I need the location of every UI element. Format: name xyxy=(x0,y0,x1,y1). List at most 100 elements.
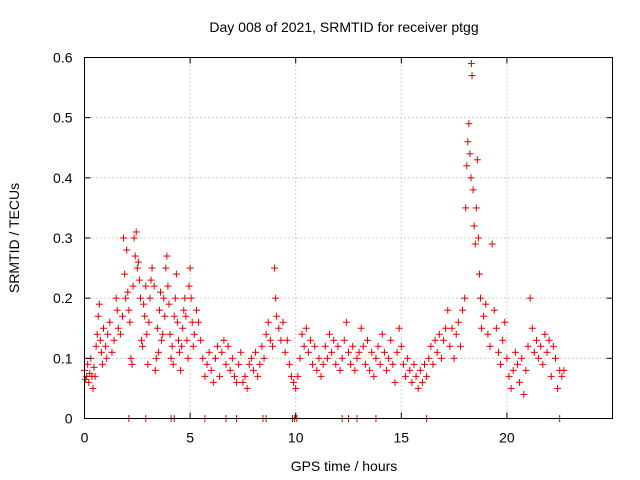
data-point xyxy=(465,120,473,128)
y-tick-label: 0 xyxy=(65,411,73,427)
data-point xyxy=(216,372,224,380)
data-point xyxy=(473,156,481,164)
data-point xyxy=(355,348,363,356)
data-point xyxy=(186,264,194,272)
data-point xyxy=(467,174,475,182)
data-point xyxy=(125,306,133,314)
data-point xyxy=(522,366,530,374)
data-point xyxy=(526,294,534,302)
data-point xyxy=(113,306,121,314)
data-point xyxy=(507,384,515,392)
data-point xyxy=(486,342,494,350)
data-point xyxy=(418,378,426,386)
data-point xyxy=(364,336,372,344)
data-point xyxy=(108,348,116,356)
data-point xyxy=(114,324,122,332)
data-point xyxy=(190,330,198,338)
data-point xyxy=(541,330,549,338)
data-point xyxy=(192,306,200,314)
data-point xyxy=(165,300,173,308)
data-point xyxy=(345,348,352,356)
x-tick-label: 10 xyxy=(288,430,304,446)
data-point xyxy=(281,348,289,356)
data-point xyxy=(120,234,128,242)
data-point xyxy=(139,342,147,350)
data-point xyxy=(370,372,378,380)
data-point xyxy=(505,372,513,380)
data-point xyxy=(157,288,165,296)
data-point xyxy=(178,342,186,350)
data-point xyxy=(143,330,151,338)
data-point xyxy=(222,360,230,368)
data-point xyxy=(241,372,249,380)
data-point xyxy=(82,375,90,383)
data-point xyxy=(159,330,167,338)
data-point xyxy=(454,318,462,326)
data-point xyxy=(243,384,251,392)
data-point xyxy=(102,342,110,350)
data-point xyxy=(197,336,205,344)
data-point xyxy=(228,354,236,362)
data-point xyxy=(499,336,507,344)
data-point xyxy=(273,312,281,320)
data-point xyxy=(376,360,384,368)
data-point xyxy=(260,354,268,362)
data-point xyxy=(131,252,139,260)
data-point xyxy=(374,342,382,350)
data-point xyxy=(112,294,120,302)
x-tick-label: 20 xyxy=(499,430,515,446)
data-point xyxy=(480,312,488,320)
data-point xyxy=(464,138,472,146)
data-point xyxy=(98,360,106,368)
data-point xyxy=(166,330,174,338)
data-point xyxy=(230,372,238,380)
data-point xyxy=(466,150,474,158)
data-point xyxy=(287,372,295,380)
data-point xyxy=(528,324,536,332)
y-tick-label: 0.6 xyxy=(53,50,73,66)
data-point xyxy=(393,348,401,356)
data-point xyxy=(224,342,232,350)
data-point xyxy=(182,312,190,320)
data-point xyxy=(416,366,424,374)
data-point xyxy=(539,360,547,368)
data-point xyxy=(226,366,234,374)
data-point xyxy=(342,318,350,326)
data-point xyxy=(294,372,302,380)
x-tick-label: 5 xyxy=(186,430,194,446)
data-point xyxy=(91,372,99,380)
data-point xyxy=(366,366,374,374)
data-point xyxy=(272,294,280,302)
data-point xyxy=(530,348,538,356)
data-point xyxy=(205,348,213,356)
data-point xyxy=(452,330,460,338)
data-point xyxy=(220,336,228,344)
data-points xyxy=(81,60,568,422)
data-point xyxy=(277,336,285,344)
data-point xyxy=(153,324,161,332)
data-point xyxy=(408,378,416,386)
data-point xyxy=(315,354,323,362)
data-point xyxy=(290,378,298,386)
data-point xyxy=(391,378,399,386)
data-point xyxy=(532,336,540,344)
data-point xyxy=(184,354,192,362)
data-point xyxy=(423,372,431,380)
data-point xyxy=(183,336,191,344)
data-point xyxy=(421,360,429,368)
data-point xyxy=(151,366,159,374)
data-point xyxy=(116,330,124,338)
data-point xyxy=(167,354,175,362)
data-point xyxy=(461,294,469,302)
data-point xyxy=(130,234,138,242)
data-point xyxy=(235,360,243,368)
data-point xyxy=(189,342,197,350)
data-point xyxy=(119,312,127,320)
data-point xyxy=(179,324,187,332)
data-point xyxy=(433,348,441,356)
data-point xyxy=(399,360,407,368)
data-point xyxy=(330,336,338,344)
data-point xyxy=(372,354,380,362)
data-point xyxy=(90,363,98,371)
